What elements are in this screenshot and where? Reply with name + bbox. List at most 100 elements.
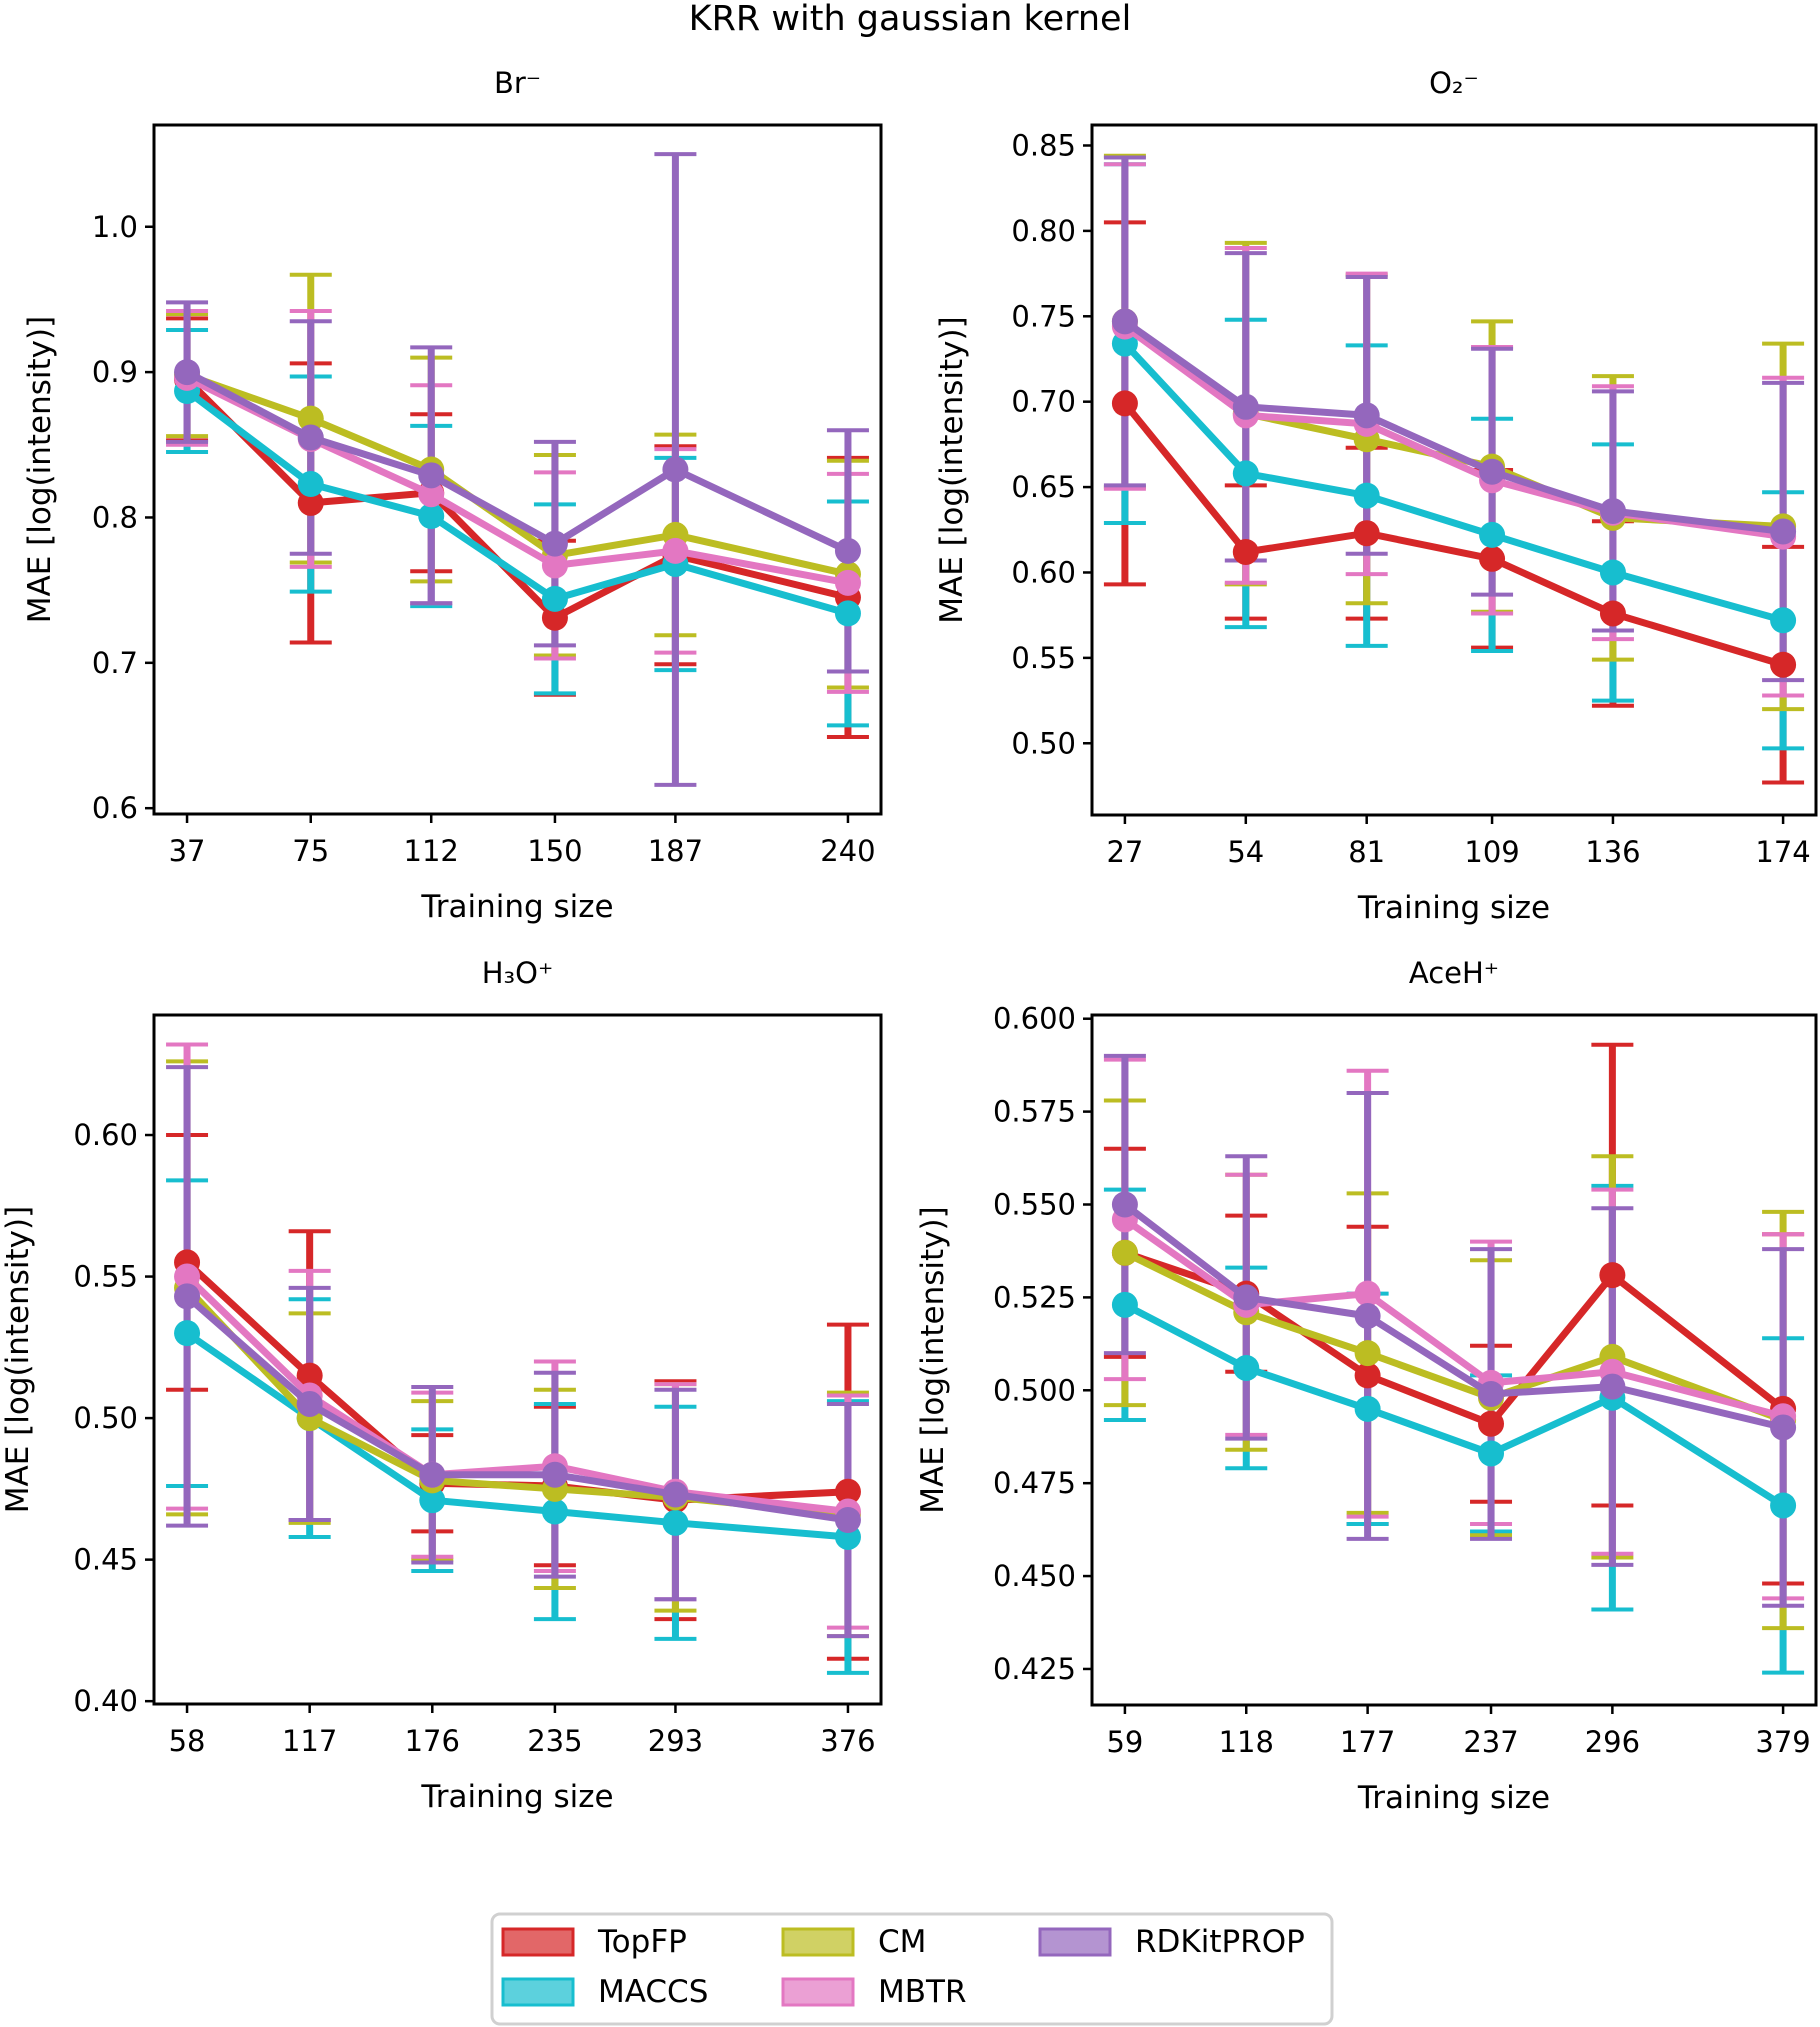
y-tick-label: 0.50 [73, 1401, 138, 1435]
legend-item-mbtr: MBTR [781, 1974, 967, 2010]
series-maccs [166, 1178, 869, 1675]
y-tick-label: 0.65 [1011, 470, 1076, 504]
data-point [1599, 600, 1626, 627]
data-point [174, 1283, 201, 1310]
series-line [1122, 323, 1784, 541]
plot-area [166, 1042, 869, 1675]
x-tick-label: 187 [648, 834, 703, 868]
data-point [1111, 1191, 1138, 1218]
axes-frame [1090, 123, 1818, 817]
y-tick-label: 0.55 [1011, 641, 1076, 675]
y-tick-label: 0.550 [993, 1187, 1076, 1221]
data-point [1111, 390, 1138, 417]
x-tick-label: 27 [1106, 835, 1143, 869]
series-rdkitprop [166, 152, 869, 787]
data-point [662, 1509, 689, 1536]
data-point [541, 1498, 568, 1525]
y-axis-label: MAE [log(intensity)] [0, 1206, 36, 1513]
data-point [418, 481, 445, 508]
x-tick-label: 109 [1464, 835, 1519, 869]
x-tick-label: 293 [648, 1724, 703, 1758]
x-tick-label: 379 [1755, 1725, 1810, 1759]
x-tick-label: 37 [169, 834, 206, 868]
legend: TopFP MACCS CM MBTR RDKitPROP [490, 1912, 1334, 2026]
x-tick-label: 150 [527, 834, 582, 868]
figure-title: KRR with gaussian kernel [689, 0, 1132, 39]
series-line-cm [174, 1274, 861, 1528]
series-topfp [166, 1133, 869, 1661]
legend-label: MBTR [878, 1974, 967, 2010]
y-tick-label: 0.45 [73, 1543, 138, 1577]
y-tick-label: 0.80 [1011, 214, 1076, 248]
series-line [1122, 341, 1785, 624]
x-tick-label: 54 [1227, 835, 1264, 869]
y-tick-label: 0.9 [92, 355, 138, 389]
legend-label: MACCS [598, 1974, 708, 2010]
series-line [1123, 1249, 1785, 1424]
series-line-rdkitprop [174, 359, 861, 564]
data-point [297, 405, 324, 432]
data-point [1770, 607, 1797, 634]
axes-frame [152, 1013, 883, 1706]
data-point [1770, 518, 1797, 545]
y-tick-label: 0.70 [1011, 385, 1076, 419]
data-point [1232, 538, 1259, 565]
series-line-maccs [174, 378, 861, 627]
data-point [1111, 1239, 1138, 1266]
x-axis-label: Training size [1357, 890, 1550, 926]
series-line [184, 1274, 849, 1515]
data-point [296, 1390, 323, 1417]
data-point [834, 600, 861, 627]
data-point [174, 1320, 201, 1347]
series-line [1122, 1216, 1784, 1420]
y-tick-label: 0.575 [993, 1095, 1076, 1129]
data-point [1479, 458, 1506, 485]
legend-label: RDKitPROP [1135, 1924, 1305, 1960]
data-point [1354, 1302, 1381, 1329]
y-tick-label: 0.6 [92, 791, 138, 825]
data-point [297, 489, 324, 516]
x-axis-label: Training size [420, 1779, 613, 1815]
data-point [1111, 308, 1138, 335]
series-line [1122, 318, 1784, 530]
panel-title: O₂⁻ [1429, 66, 1479, 100]
data-point [1232, 460, 1259, 487]
legend-item-topfp: TopFP [501, 1924, 687, 1960]
series-line [184, 388, 849, 617]
legend-swatch [781, 1927, 855, 1957]
series-line [1123, 1301, 1785, 1509]
x-tick-label: 58 [169, 1724, 206, 1758]
x-tick-label: 81 [1348, 835, 1385, 869]
data-point [1478, 1410, 1505, 1437]
data-point [174, 359, 201, 386]
series-mbtr [1103, 1057, 1805, 1601]
panel-o2: O₂⁻ Training size MAE [log(intensity)] 0… [934, 66, 1818, 926]
series-line [184, 1293, 849, 1524]
x-tick-label: 177 [1340, 1725, 1395, 1759]
panel-aceh: AceH⁺ Training size MAE [log(intensity)]… [915, 956, 1818, 1816]
x-tick-label: 118 [1219, 1725, 1274, 1759]
data-point [834, 1507, 861, 1534]
series-cm [1103, 1098, 1805, 1631]
data-point [419, 1461, 446, 1488]
y-axis-label: MAE [log(intensity)] [22, 316, 58, 623]
series-line-mbtr [174, 364, 861, 596]
series-line-cm [1111, 308, 1797, 540]
data-point [1599, 559, 1626, 586]
data-point [541, 604, 568, 631]
data-point [1353, 402, 1380, 429]
panel-br: Br⁻ Training size MAE [log(intensity)] 0… [22, 66, 883, 925]
data-point [296, 1362, 323, 1389]
data-point [1599, 1373, 1626, 1400]
data-point [834, 1478, 861, 1505]
series-line-rdkitprop [174, 1283, 861, 1534]
data-point [1111, 1291, 1138, 1318]
x-axis-label: Training size [420, 889, 613, 925]
x-tick-label: 59 [1106, 1725, 1143, 1759]
panel-title: Br⁻ [494, 66, 541, 100]
x-tick-label: 117 [282, 1724, 337, 1758]
data-point [1479, 521, 1506, 548]
legend-swatch [501, 1977, 575, 2007]
data-point [1353, 520, 1380, 547]
